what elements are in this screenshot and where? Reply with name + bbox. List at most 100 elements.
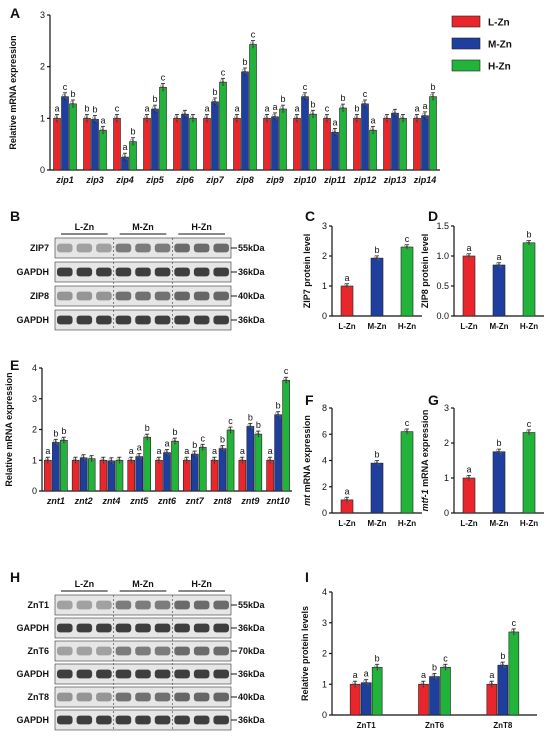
blot-band [76, 692, 93, 702]
data-point [131, 140, 135, 143]
y-tick-label: 1 [322, 679, 327, 689]
data-point [45, 457, 48, 461]
panel-label-c: C [305, 208, 315, 224]
data-point [253, 44, 256, 48]
significance-letter: b [192, 440, 197, 450]
x-tick-label: ZnT8 [493, 721, 513, 730]
data-point [442, 664, 446, 668]
data-point [54, 441, 58, 444]
data-point [392, 110, 395, 114]
data-point [243, 70, 247, 74]
significance-letter: b [500, 651, 505, 661]
data-point [156, 457, 159, 461]
blot-band [96, 267, 112, 277]
bar-znt6-H-Zn [171, 440, 179, 492]
bar-znt8-M-Zn [218, 448, 227, 492]
data-point [387, 118, 390, 122]
bar-zip13-L-Zn [383, 118, 391, 171]
y-tick-label: 0 [322, 710, 327, 720]
significance-letter: a [240, 446, 245, 456]
x-tick-label: znt6 [157, 496, 177, 506]
x-tick-label: L-Zn [338, 322, 355, 331]
data-point [294, 115, 297, 119]
blot-band [115, 692, 132, 702]
blot-band [135, 669, 151, 679]
blot-band [193, 291, 210, 301]
data-point [190, 115, 193, 119]
x-tick-label: zip5 [145, 175, 164, 185]
blot-band [154, 243, 171, 253]
data-point [430, 93, 433, 97]
significance-letter: c [115, 103, 120, 113]
significance-letter: c [221, 67, 226, 77]
bar-zip14-H-Zn [429, 96, 437, 171]
bar-zip12-L-Zn [353, 118, 361, 171]
bar-ZnT1-H-Zn [371, 667, 383, 716]
y-axis-label: Relative mRNA expression [8, 35, 18, 149]
blot-band [193, 646, 210, 656]
bar-zip1-H-Zn [69, 103, 77, 171]
data-point [53, 439, 56, 443]
significance-letter: b [53, 428, 58, 438]
blot-band [57, 267, 73, 277]
y-tick-label: 8 [322, 403, 327, 413]
data-point [341, 106, 345, 110]
bar-ZnT6-M-Zn [429, 676, 440, 716]
data-point [311, 112, 315, 116]
data-point [362, 101, 365, 104]
data-point [529, 432, 532, 436]
y-tick-label: 2 [322, 482, 327, 492]
x-tick-label: zip1 [55, 175, 74, 185]
data-point [344, 497, 347, 500]
y-axis-label-italic: mt [302, 494, 312, 506]
bar-znt6-M-Zn [163, 452, 171, 492]
bar-znt7-M-Zn [190, 453, 199, 492]
blot-group-L-Zn: L-Zn [75, 222, 95, 232]
data-point [501, 663, 505, 667]
blot-band [57, 315, 73, 325]
data-point [163, 87, 166, 91]
significance-letter: c [405, 234, 410, 244]
x-tick-label: M-Zn [489, 322, 508, 331]
data-point [333, 130, 337, 134]
bar-znt4-L-Zn [99, 459, 108, 492]
size-label: 40kDa [238, 692, 266, 702]
bar-zip9-H-Zn [279, 108, 287, 171]
data-point [395, 113, 398, 117]
significance-letter: a [344, 486, 349, 496]
data-point [48, 460, 51, 464]
data-point [258, 434, 262, 437]
significance-letter: a [122, 142, 127, 152]
blot-band [96, 646, 112, 656]
bar-zip11-M-Zn [331, 131, 339, 171]
x-tick-label: zip14 [413, 175, 437, 185]
data-point [297, 118, 300, 122]
data-point [347, 500, 350, 503]
bar-M-Zn [492, 264, 506, 317]
y-axis-label-rest: mRNA expression [420, 410, 430, 490]
blot-group-M-Zn: M-Zn [132, 222, 154, 232]
blot-band [115, 243, 132, 253]
data-point [332, 129, 335, 133]
blot-band [57, 600, 73, 610]
data-point [502, 665, 506, 669]
legend-swatch-H-Zn [451, 59, 481, 72]
blot-band [193, 243, 210, 253]
data-point [345, 284, 349, 288]
size-label: 55kDa [238, 243, 266, 253]
data-point [414, 115, 417, 119]
significance-letter: c [405, 418, 410, 428]
data-point [85, 116, 89, 120]
data-point [115, 116, 119, 120]
blot-band [96, 669, 112, 679]
data-point [303, 95, 307, 98]
blot-band [193, 623, 210, 633]
data-point [185, 458, 189, 462]
data-point [191, 451, 195, 454]
blot-band [174, 692, 190, 702]
x-tick-label: M-Zn [367, 519, 386, 528]
data-point [235, 116, 239, 120]
significance-letter: c [527, 419, 532, 429]
blot-band [115, 623, 132, 633]
